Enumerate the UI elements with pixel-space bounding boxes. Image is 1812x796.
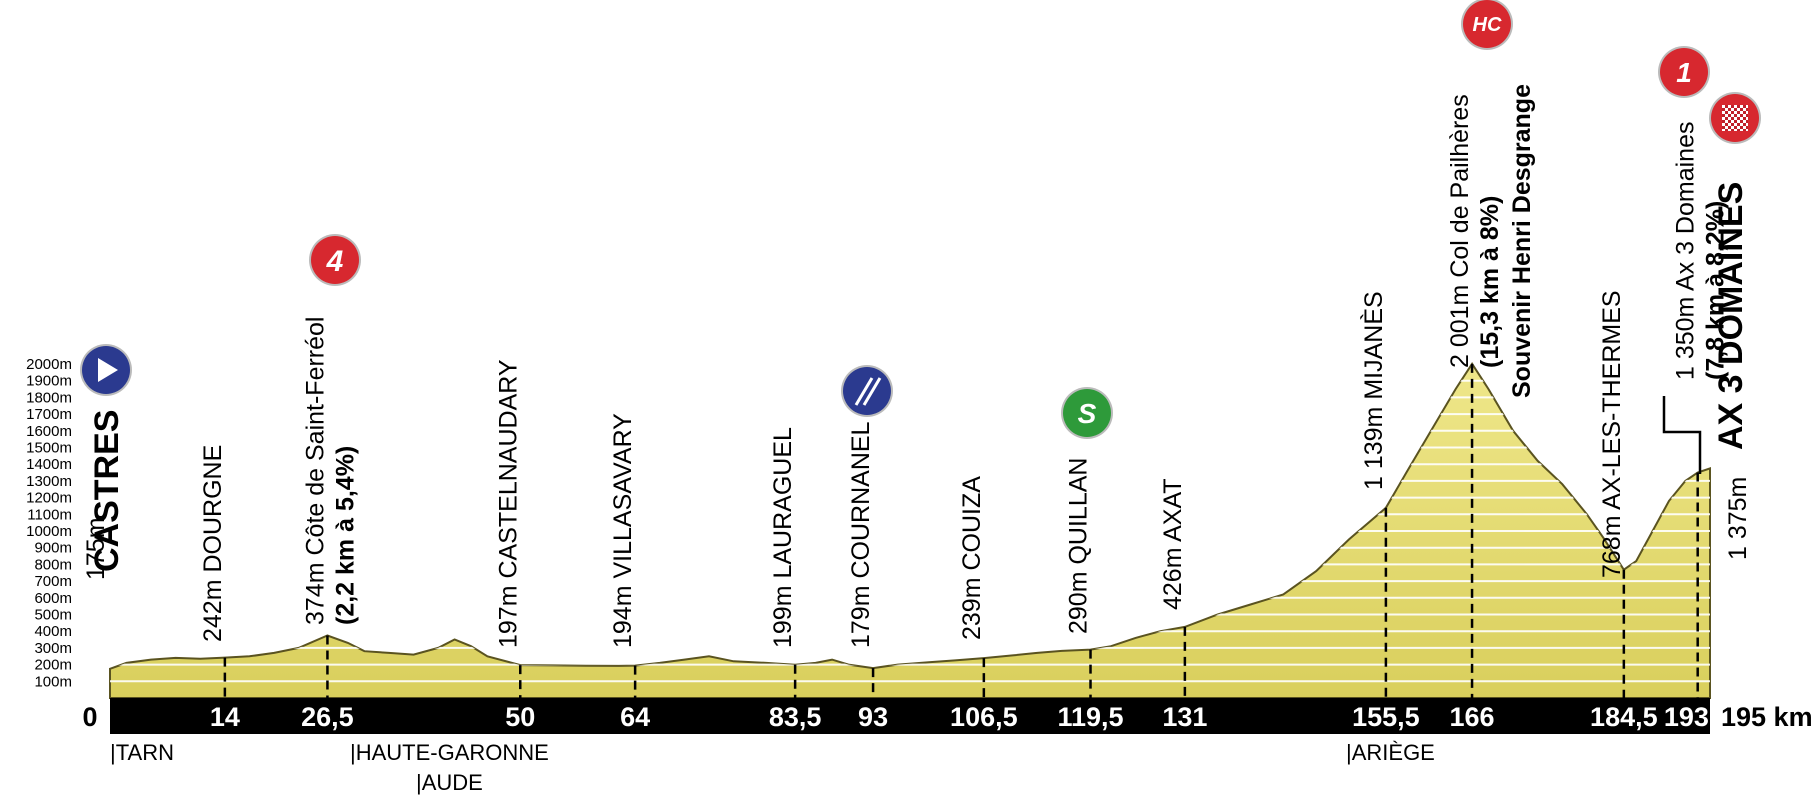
y-tick-label: 1200m (26, 490, 72, 507)
y-tick-label: 200m (34, 657, 72, 674)
y-tick-label: 1700m (26, 406, 72, 423)
x-tick-label: 26,5 (301, 702, 354, 732)
category-4-icon-disc (311, 236, 359, 284)
sprint-icon: S (1061, 387, 1113, 439)
y-tick-label: 1100m (27, 506, 72, 523)
category-hc-icon-text: HC (1473, 14, 1502, 36)
y-tick-label: 1600m (26, 423, 72, 440)
point-label: 426m AXAT (1159, 478, 1187, 610)
start-town-name: CASTRES (88, 410, 126, 572)
category-hc-icon-disc (1463, 0, 1511, 48)
region-labels: |TARN |HAUTE-GARONNE |AUDE |ARIÈGE (110, 740, 1435, 795)
finish-icon (1709, 92, 1761, 144)
start-icon (80, 344, 132, 396)
category-4-icon: 4 (309, 234, 361, 286)
x-tick-label: 14 (210, 702, 240, 732)
x-tick-label: 93 (858, 702, 888, 732)
x-tick-label: 166 (1450, 702, 1495, 732)
region-label: |ARIÈGE (1346, 740, 1435, 765)
category-1-icon-disc (1660, 48, 1708, 96)
y-tick-label: 100m (34, 673, 72, 690)
point-label: 374m Côte de Saint-Ferréol (301, 317, 329, 625)
feed-zone-icon (841, 365, 893, 417)
finish-altitude: 1 375m (1724, 477, 1752, 560)
point-label: 194m VILLASAVARY (609, 413, 637, 648)
distance-axis-bar (110, 698, 1710, 734)
y-tick-label: 400m (34, 623, 72, 640)
y-tick-label: 500m (34, 607, 72, 624)
x-tick-end-label: 195 km (1721, 702, 1812, 732)
badges: 4 S HC 1 (80, 0, 1761, 439)
x-tick-label: 50 (505, 702, 535, 732)
category-hc-icon: HC (1461, 0, 1513, 50)
point-label: 1 139m MIJANÈS (1359, 291, 1388, 490)
x-tick-label: 184,5 (1590, 702, 1658, 732)
x-tick-label: 83,5 (769, 702, 822, 732)
climb-detail: (15,3 km à 8%) (1476, 196, 1504, 368)
y-tick-label: 1300m (26, 473, 72, 490)
point-label: 1 350m Ax 3 Domaines (1672, 122, 1700, 380)
point-label: 242m DOURGNE (199, 445, 227, 642)
category-4-icon-text: 4 (326, 245, 344, 278)
sprint-icon-disc (1063, 389, 1111, 437)
point-label: 199m LAURAGUEL (769, 427, 797, 648)
point-label: 197m CASTELNAUDARY (494, 359, 522, 648)
y-tick-label: 2000m (26, 356, 72, 373)
region-label: |HAUTE-GARONNE (350, 740, 549, 765)
x-tick-label: 106,5 (950, 702, 1018, 732)
souvenir-label: Souvenir Henri Desgrange (1508, 84, 1536, 398)
y-axis-ticks: 100m200m300m400m500m600m700m800m900m1000… (26, 356, 72, 690)
region-label: |AUDE (416, 770, 483, 795)
y-tick-label: 1000m (26, 523, 72, 540)
x-tick-label: 64 (620, 702, 650, 732)
category-1-icon-text: 1 (1676, 57, 1692, 88)
x-tick-label: 0 (82, 702, 97, 732)
y-tick-label: 1900m (26, 373, 72, 390)
climb-detail: (7,8 km à 8,2%) (1702, 201, 1730, 380)
x-tick-label: 131 (1162, 702, 1207, 732)
point-label: 2 001m Col de Pailhères (1446, 94, 1474, 368)
point-label: 239m COUIZA (958, 476, 986, 640)
y-tick-label: 1400m (26, 456, 72, 473)
knife-icon (862, 377, 882, 406)
km-marker-lines (223, 363, 1699, 698)
y-tick-label: 1800m (26, 389, 72, 406)
sprint-icon-text: S (1078, 398, 1097, 429)
start-altitude: 175m (82, 517, 110, 580)
fork-icon (854, 377, 874, 406)
finish-town-name: AX 3 DOMAINES (1712, 182, 1750, 450)
y-tick-label: 600m (34, 590, 72, 607)
checkered-flag-icon (1722, 105, 1748, 131)
point-label: 290m QUILLAN (1065, 458, 1093, 634)
y-tick-label: 1500m (26, 440, 72, 457)
x-axis-ticks: 0 14 26,5 50 64 83,5 93 106,5 119,5 131 155,5 166 18… (82, 702, 1812, 732)
y-tick-label: 900m (34, 540, 72, 557)
feed-zone-icon-disc (843, 367, 891, 415)
climb-detail: (2,2 km à 5,4%) (331, 446, 359, 625)
x-tick-label: 193,5 (1664, 702, 1732, 732)
point-label: 768m AX-LES-THERMES (1598, 290, 1626, 578)
x-tick-label: 119,5 (1057, 702, 1123, 732)
y-tick-label: 300m (34, 640, 72, 657)
y-tick-label: 800m (34, 556, 72, 573)
point-label: 179m COURNANEL (847, 421, 875, 648)
category-1-icon: 1 (1658, 46, 1710, 98)
play-icon (98, 358, 118, 382)
finish-bracket (1662, 396, 1702, 474)
y-tick-label: 700m (34, 573, 72, 590)
region-label: |TARN (110, 740, 174, 765)
x-tick-label: 155,5 (1352, 702, 1420, 732)
